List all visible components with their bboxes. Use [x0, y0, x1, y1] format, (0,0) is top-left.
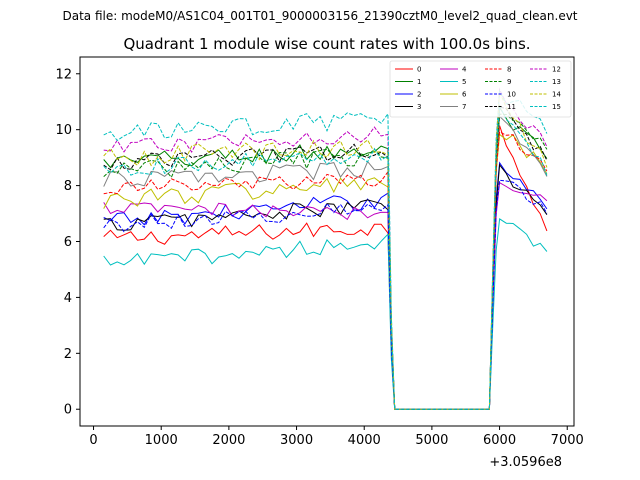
series-layer: [103, 87, 548, 410]
x-tick-label: 2000: [212, 433, 245, 448]
legend-label-8: 8: [507, 66, 511, 74]
y-tick-label: 10: [55, 123, 72, 138]
legend-label-6: 6: [462, 91, 467, 99]
legend-label-13: 13: [552, 78, 561, 86]
series-line-11: [103, 106, 548, 410]
legend-label-11: 11: [507, 103, 516, 111]
legend-label-7: 7: [462, 103, 466, 111]
x-tick-label: 4000: [348, 433, 381, 448]
x-tick-label: 3000: [280, 433, 313, 448]
x-tick-label: 1000: [145, 433, 178, 448]
legend-label-0: 0: [417, 66, 421, 74]
legend-label-5: 5: [462, 78, 466, 86]
legend-label-9: 9: [507, 78, 511, 86]
series-line-13: [103, 89, 548, 410]
x-offset-label: +3.0596e8: [489, 455, 562, 470]
legend-label-10: 10: [507, 91, 516, 99]
series-line-8: [103, 131, 548, 410]
legend-label-14: 14: [552, 91, 561, 99]
legend-label-15: 15: [552, 103, 561, 111]
chart-title: Quadrant 1 module wise count rates with …: [123, 35, 530, 53]
series-line-2: [103, 161, 548, 410]
y-tick-label: 2: [64, 347, 72, 362]
legend-box: [389, 60, 572, 118]
x-tick-label: 7000: [551, 433, 584, 448]
series-line-10: [103, 179, 548, 410]
legend-label-4: 4: [462, 66, 467, 74]
y-tick-label: 6: [64, 235, 72, 250]
x-tick-label: 5000: [415, 433, 448, 448]
legend-label-2: 2: [417, 91, 421, 99]
legend-label-1: 1: [417, 78, 421, 86]
series-line-3: [103, 163, 548, 410]
y-tick-label: 12: [55, 67, 72, 82]
legend-label-12: 12: [552, 66, 561, 74]
series-line-0: [103, 125, 548, 410]
y-tick-label: 8: [64, 179, 72, 194]
series-line-14: [103, 91, 548, 410]
chart-suptitle: Data file: modeM0/AS1C04_001T01_90000031…: [62, 9, 577, 23]
legend-label-3: 3: [417, 103, 421, 111]
y-tick-label: 4: [64, 291, 72, 306]
series-line-12: [103, 87, 548, 410]
x-tick-label: 0: [89, 433, 97, 448]
series-line-5: [103, 218, 548, 410]
y-tick-label: 0: [64, 403, 72, 418]
series-line-9: [103, 113, 548, 410]
series-line-1: [103, 105, 548, 410]
x-tick-label: 6000: [483, 433, 516, 448]
series-line-4: [103, 181, 548, 410]
series-line-15: [103, 103, 548, 410]
